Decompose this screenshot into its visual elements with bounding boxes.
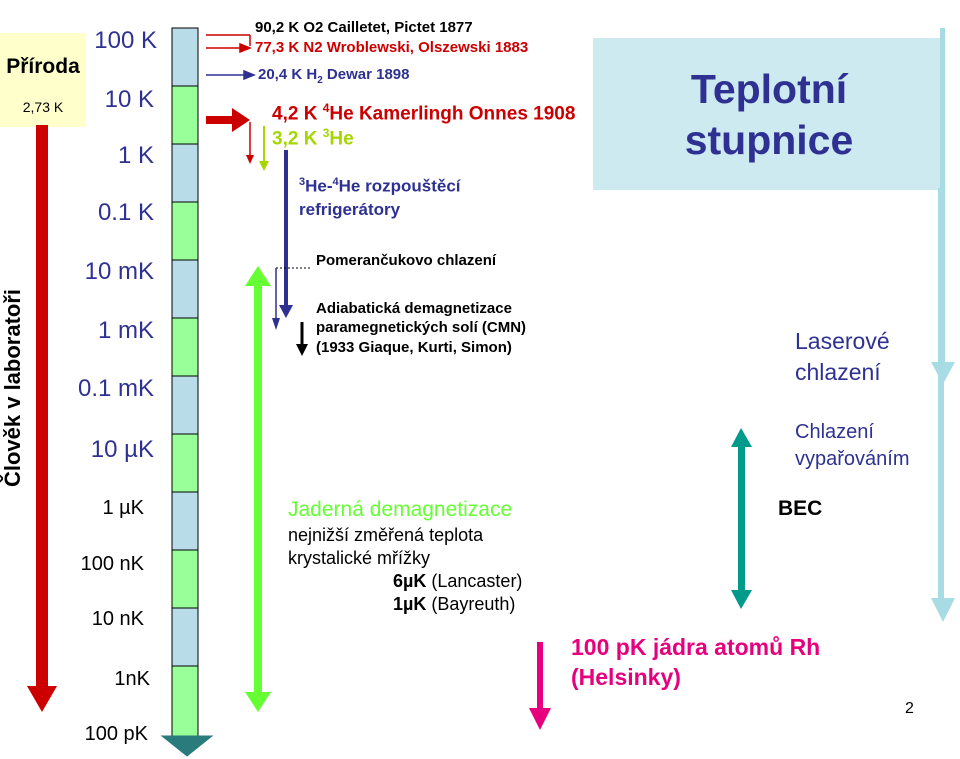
o2-event: 90,2 K O2 Cailletet, Pictet 1877 (255, 19, 473, 36)
scale-label-10mK: 10 mK (84, 258, 154, 285)
nuclear-line2: krystalické mřížky (288, 548, 431, 568)
scale-label-100nK: 100 nK (80, 553, 144, 575)
adiabatic-arrow (296, 322, 308, 356)
he3-arrow (259, 126, 269, 171)
nuclear-bayreuth: (Bayreuth) (426, 594, 516, 614)
rh-line2: (Helsinky) (571, 664, 681, 690)
adiabatic-line2: paramegnetických solí (CMN) (316, 319, 527, 336)
nuclear-6uk: 6µK (393, 571, 427, 591)
h2-arrow (206, 69, 257, 81)
he4-event-pre: 4,2 K (272, 103, 323, 125)
title-line1: Teplotní (690, 66, 848, 112)
evaporative-cooling-arrow (931, 188, 955, 622)
scale-label-0.1K: 0.1 K (97, 199, 154, 226)
page-number: 2 (905, 700, 914, 717)
temperature-bar (160, 27, 214, 757)
he3-event: 3,2 K 3He (272, 126, 354, 150)
dilution-sup1: 3 (299, 176, 306, 188)
evap-line2: vypařováním (795, 448, 910, 470)
pomeranchuk-label: Pomerančukovo chlazení (316, 252, 497, 269)
he4-event-post: He Kamerlingh Onnes 1908 (329, 103, 576, 125)
bec-double-arrow (731, 428, 752, 609)
h2-event-post: Dewar 1898 (322, 66, 410, 83)
h2-event-sub: 2 (317, 75, 323, 86)
he3-event-post: He (329, 128, 354, 150)
scale-label-100pK: 100 pK (84, 723, 148, 745)
dilution-b: He rozpouštěcí (338, 176, 461, 196)
dilution-a: He- (305, 176, 333, 196)
evap-line1: Chlazení (795, 421, 874, 443)
he3-event-pre: 3,2 K (272, 128, 323, 150)
dilution-arrow (279, 150, 293, 318)
bec-label: BEC (778, 497, 823, 520)
h2-event-pre: 20,4 K H (258, 66, 318, 83)
dilution-sup2: 4 (332, 176, 339, 188)
nuclear-1uk: 1µK (393, 594, 427, 614)
scale-label-10K: 10 K (104, 86, 154, 113)
adiabatic-line3: (1933 Giaque, Kurti, Simon) (316, 339, 512, 356)
title-line2: stupnice (684, 117, 854, 163)
h2-event: 20,4 K H2 Dewar 1898 (258, 66, 410, 86)
rh-line1: 100 pK jádra atomů Rh (571, 634, 821, 660)
nuclear-line4: 1µK (Bayreuth) (393, 594, 515, 615)
pomeranchuk-arrow (272, 268, 280, 330)
scale-label-1mK: 1 mK (97, 317, 154, 344)
rh-arrow (529, 642, 551, 730)
scale-label-100K: 100 K (94, 27, 157, 54)
he4-event: 4,2 K 4He Kamerlingh Onnes 1908 (272, 101, 575, 125)
scale-label-1K: 1 K (117, 142, 154, 169)
scale-label-1uK: 1 µK (102, 497, 144, 519)
laser-line2: chlazení (795, 359, 881, 385)
priroda-value: 2,73 K (22, 99, 64, 115)
he3-event-sup: 3 (322, 126, 330, 140)
priroda-label: Příroda (6, 55, 80, 78)
scale-label-10uK: 10 µK (90, 436, 154, 463)
nature-arrow (27, 125, 57, 712)
dilution-line2: refrigerátory (299, 200, 401, 219)
scale-label-0.1mK: 0.1 mK (77, 375, 154, 402)
priroda-box (0, 33, 86, 127)
dilution-line1: 3He-4He rozpouštěcí (299, 176, 461, 197)
nuclear-line3: 6µK (Lancaster) (393, 571, 522, 592)
scale-label-1nK: 1nK (114, 668, 150, 690)
he4-arrow (206, 108, 254, 164)
title-box (593, 38, 945, 190)
nuclear-double-arrow (245, 266, 271, 712)
n2-event: 77,3 K N2 Wroblewski, Olszewski 1883 (255, 39, 529, 56)
adiabatic-line1: Adiabatická demagnetizace (316, 300, 512, 317)
scale-label-10nK: 10 nK (91, 608, 144, 630)
nuclear-line1: nejnižší změřená teplota (288, 525, 484, 545)
nuclear-lancaster: (Lancaster) (426, 571, 523, 591)
he4-event-sup: 4 (322, 101, 330, 115)
nuclear-title: Jaderná demagnetizace (288, 498, 513, 521)
laser-line1: Laserové (795, 328, 890, 354)
o2-arrow (206, 34, 253, 54)
